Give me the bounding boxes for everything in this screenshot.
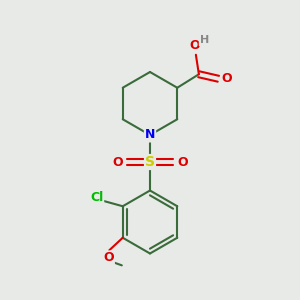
Text: H: H <box>200 35 209 45</box>
Text: O: O <box>177 155 188 169</box>
Text: O: O <box>189 39 200 52</box>
Text: O: O <box>112 155 123 169</box>
Text: Cl: Cl <box>90 191 103 204</box>
Text: S: S <box>145 155 155 169</box>
Text: N: N <box>145 128 155 142</box>
Text: O: O <box>103 251 114 264</box>
Text: O: O <box>221 72 232 85</box>
